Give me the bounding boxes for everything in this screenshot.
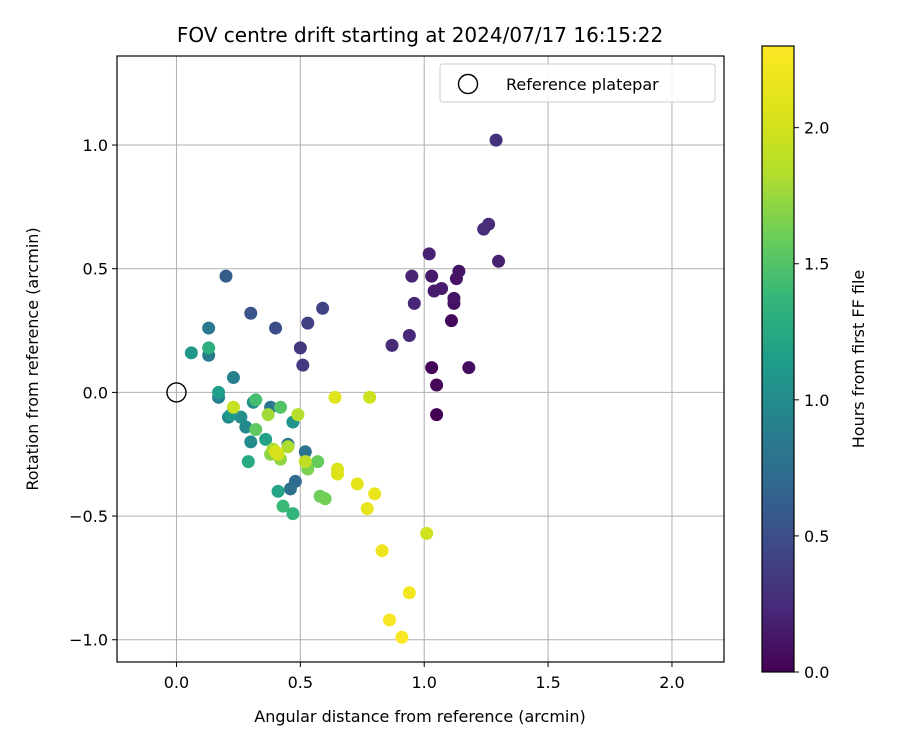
legend-marker-reference [457, 73, 479, 95]
y-tick-label: −1.0 [69, 631, 108, 650]
data-point [425, 269, 439, 283]
y-tick-label: 0.5 [83, 260, 108, 279]
data-point [422, 247, 436, 261]
y-tick-label: 0.0 [83, 383, 108, 402]
data-point [269, 445, 283, 459]
data-point [430, 378, 444, 392]
plot-frame [116, 55, 725, 663]
data-point [202, 321, 216, 335]
data-point [405, 269, 419, 283]
data-point [276, 499, 290, 513]
data-point [244, 435, 258, 449]
data-point [318, 492, 332, 506]
data-point [226, 371, 240, 385]
data-point [244, 306, 258, 320]
colorbar-ticks: 0.0 0.5 1.0 1.5 2.0 [794, 119, 829, 682]
data-point [249, 422, 263, 436]
data-point [212, 385, 226, 399]
data-point [444, 314, 458, 328]
colorbar-tick-label: 1.0 [804, 391, 829, 410]
data-point [489, 133, 503, 147]
data-point [298, 455, 312, 469]
data-point [286, 507, 300, 521]
data-point [328, 390, 342, 404]
x-tick-label: 1.5 [535, 673, 560, 692]
x-tick-label: 0.0 [164, 673, 189, 692]
grid-lines [117, 56, 724, 662]
data-point [447, 291, 461, 305]
data-point [261, 408, 275, 422]
data-point [202, 341, 216, 355]
reference-platepar-marker [166, 382, 187, 403]
data-point [259, 432, 273, 446]
data-point [360, 502, 374, 516]
data-point [425, 361, 439, 375]
colorbar-tick-label: 0.0 [804, 663, 829, 682]
colorbar-tick-label: 1.5 [804, 255, 829, 274]
data-point [430, 408, 444, 422]
data-point [350, 477, 364, 491]
data-point [241, 455, 255, 469]
x-tick-label: 2.0 [659, 673, 684, 692]
data-point [239, 420, 253, 434]
data-point [249, 393, 263, 407]
data-point [234, 410, 248, 424]
data-point [281, 440, 295, 454]
data-point [492, 254, 506, 268]
data-point [298, 445, 312, 459]
y-tick-label: −0.5 [69, 507, 108, 526]
x-tick-label: 1.0 [411, 673, 436, 692]
data-point [296, 358, 310, 372]
data-point [435, 282, 449, 296]
data-point [383, 613, 397, 627]
data-point [363, 390, 377, 404]
x-axis-label: Angular distance from reference (arcmin) [254, 707, 585, 726]
data-point [385, 338, 399, 352]
data-point [402, 329, 416, 343]
data-point [402, 586, 416, 600]
x-tick-label: 0.5 [288, 673, 313, 692]
data-point [375, 544, 389, 558]
data-point [269, 321, 283, 335]
legend: Reference platepar [439, 63, 716, 103]
data-point [293, 341, 307, 355]
data-point [219, 269, 233, 283]
chart-title: FOV centre drift starting at 2024/07/17 … [177, 23, 663, 47]
colorbar-tick-label: 0.5 [804, 527, 829, 546]
data-point [316, 301, 330, 315]
data-point [301, 316, 315, 330]
y-axis-ticks: −1.0 −0.5 0.0 0.5 1.0 [69, 136, 117, 650]
colorbar-tick-label: 2.0 [804, 119, 829, 138]
data-point [271, 484, 285, 498]
data-point [395, 630, 409, 644]
data-point [331, 467, 345, 481]
y-axis-label: Rotation from reference (arcmin) [23, 227, 42, 490]
data-point [368, 487, 382, 501]
y-tick-label: 1.0 [83, 136, 108, 155]
legend-entry-reference: Reference platepar [506, 75, 659, 94]
data-point [311, 455, 325, 469]
data-point [226, 400, 240, 414]
data-point [283, 482, 297, 496]
data-point [452, 264, 466, 278]
data-points [166, 133, 506, 644]
colorbar-gradient [761, 45, 795, 673]
data-point [291, 408, 305, 422]
data-point [274, 400, 288, 414]
data-point [462, 361, 476, 375]
x-axis-ticks: 0.0 0.5 1.0 1.5 2.0 [164, 662, 685, 692]
data-point [184, 346, 198, 360]
data-point [407, 296, 421, 310]
colorbar-label: Hours from first FF file [849, 270, 868, 449]
data-point [420, 526, 434, 540]
legend-box [439, 63, 716, 103]
colorbar: 0.0 0.5 1.0 1.5 2.0 Hours from first FF file [761, 45, 868, 682]
data-point [477, 222, 491, 236]
